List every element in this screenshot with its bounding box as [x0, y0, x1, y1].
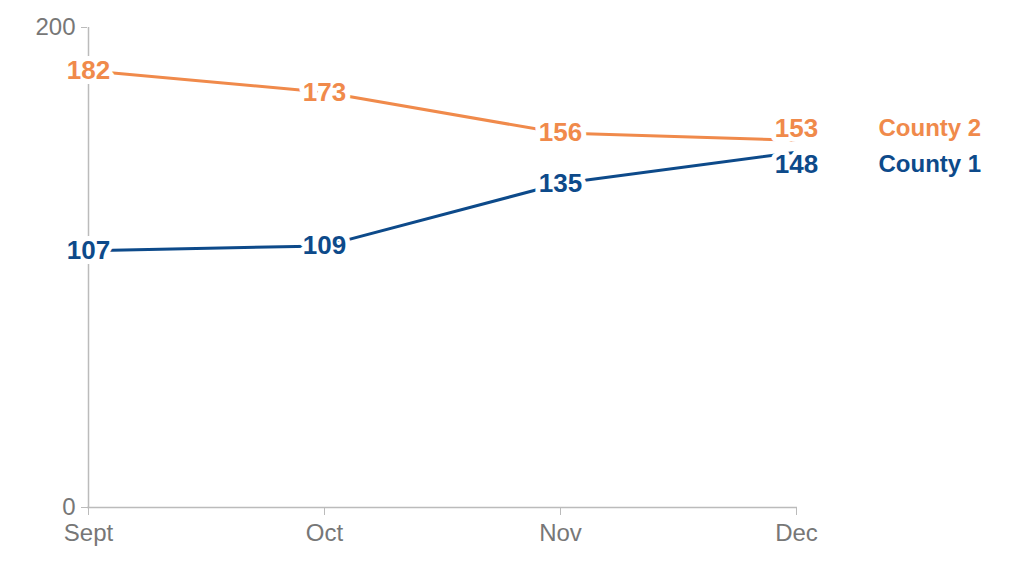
svg-text:Dec: Dec [775, 519, 818, 546]
svg-text:County 2: County 2 [879, 114, 982, 141]
svg-text:153: 153 [775, 113, 818, 143]
svg-text:173: 173 [303, 77, 346, 107]
svg-text:107: 107 [67, 235, 110, 265]
svg-text:109: 109 [303, 230, 346, 260]
svg-text:Oct: Oct [306, 519, 344, 546]
svg-text:County 1: County 1 [879, 150, 982, 177]
svg-text:156: 156 [539, 117, 582, 147]
svg-text:200: 200 [35, 13, 75, 40]
svg-text:148: 148 [775, 149, 818, 179]
svg-text:Sept: Sept [64, 519, 114, 546]
svg-text:Nov: Nov [539, 519, 582, 546]
svg-text:182: 182 [67, 55, 110, 85]
svg-text:0: 0 [62, 493, 75, 520]
svg-text:135: 135 [539, 168, 582, 198]
